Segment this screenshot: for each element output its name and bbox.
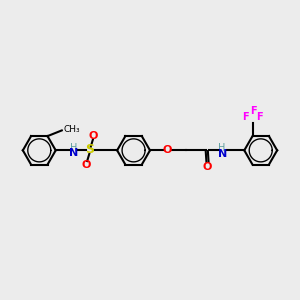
Text: O: O	[89, 131, 98, 141]
Text: O: O	[202, 162, 212, 172]
Text: O: O	[82, 160, 91, 170]
Text: N: N	[69, 148, 78, 158]
Text: F: F	[256, 112, 263, 122]
Text: H: H	[70, 143, 77, 153]
Text: N: N	[218, 148, 227, 159]
Text: S: S	[85, 143, 94, 156]
Text: CH₃: CH₃	[63, 125, 80, 134]
Text: O: O	[163, 146, 172, 155]
Text: F: F	[250, 106, 256, 116]
Text: F: F	[242, 112, 249, 122]
Text: H: H	[218, 143, 226, 153]
